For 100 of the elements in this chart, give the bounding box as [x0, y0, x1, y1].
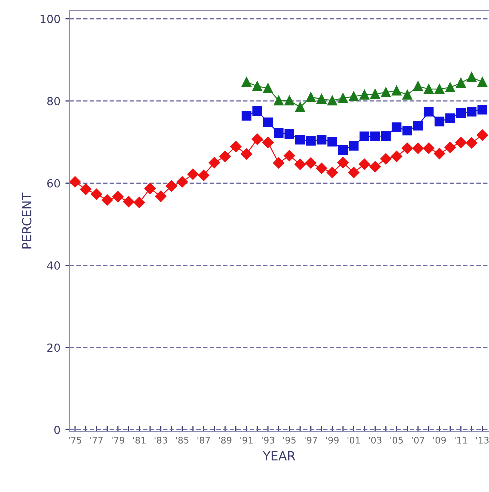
x-tick-label: '93 — [262, 436, 274, 444]
point — [209, 157, 220, 168]
point — [305, 158, 317, 169]
point — [434, 84, 445, 94]
point — [456, 137, 467, 148]
y-tick-label: 60 — [48, 179, 60, 188]
point — [360, 132, 370, 142]
point — [466, 72, 477, 82]
x-tick-label: '03 — [369, 436, 382, 444]
point — [252, 82, 262, 92]
point — [220, 151, 231, 162]
point — [274, 128, 284, 138]
point — [434, 116, 445, 127]
point — [91, 188, 102, 200]
point — [456, 108, 466, 118]
x-tick-label: '01 — [348, 436, 360, 444]
point — [123, 196, 134, 208]
point — [338, 145, 348, 155]
point — [296, 134, 306, 145]
x-tick-label: '77 — [90, 437, 103, 444]
point — [274, 96, 284, 106]
point — [402, 126, 412, 136]
point — [306, 136, 316, 146]
point — [359, 158, 370, 170]
x-tick-label: '79 — [112, 436, 125, 444]
point — [198, 170, 210, 182]
point — [466, 107, 477, 117]
point — [284, 96, 295, 106]
point — [391, 151, 402, 162]
x-tick-label: '09 — [434, 436, 446, 444]
point — [456, 78, 466, 88]
point — [466, 138, 478, 149]
point — [112, 191, 124, 203]
point — [328, 96, 338, 106]
point — [230, 141, 242, 152]
point — [306, 92, 316, 102]
point — [263, 84, 274, 94]
point — [338, 93, 348, 104]
point — [349, 92, 359, 102]
point — [444, 142, 456, 154]
point — [348, 167, 360, 178]
point — [478, 104, 488, 115]
point — [413, 82, 424, 92]
x-tick-label: '11 — [455, 437, 468, 444]
x-tick-label: '07 — [412, 436, 424, 444]
point — [424, 84, 434, 94]
point — [155, 190, 167, 202]
point — [412, 142, 424, 154]
point — [413, 121, 424, 131]
x-tick-label: '85 — [176, 436, 189, 444]
point — [392, 122, 402, 132]
point — [242, 77, 252, 88]
point — [446, 114, 456, 124]
point — [402, 142, 414, 154]
y-tick-label: 80 — [48, 97, 60, 106]
point — [381, 88, 391, 98]
point — [134, 197, 146, 208]
point — [423, 142, 435, 154]
point — [349, 141, 359, 151]
point — [294, 158, 306, 170]
x-tick-label: '83 — [154, 436, 168, 444]
point — [328, 137, 338, 147]
point — [402, 90, 412, 100]
point — [102, 194, 114, 206]
point — [252, 106, 262, 116]
y-tick-label: 20 — [48, 344, 60, 352]
point — [446, 82, 456, 93]
x-tick-label: '75 — [69, 437, 82, 444]
x-tick-label: '81 — [133, 436, 146, 444]
point — [284, 129, 295, 139]
point — [273, 158, 285, 169]
x-axis-title: YEAR — [263, 452, 296, 461]
x-tick-label: '05 — [390, 436, 404, 444]
point — [80, 184, 92, 196]
point — [478, 77, 488, 88]
point — [380, 154, 392, 165]
y-tick-label: 100 — [40, 15, 60, 24]
x-tick-label: '97 — [304, 436, 318, 444]
y-tick-label: 0 — [54, 426, 60, 434]
y-tick-label: 40 — [47, 262, 60, 270]
point — [241, 148, 252, 160]
y-axis-title: PERCENT — [22, 192, 32, 249]
x-tick-label: '99 — [326, 436, 339, 444]
point — [424, 107, 434, 117]
x-tick-label: '87 — [198, 436, 210, 444]
x-tick-label: '13 — [476, 436, 489, 444]
x-tick-label: '95 — [284, 436, 296, 444]
point — [296, 102, 306, 112]
x-tick-label: '91 — [240, 436, 253, 444]
point — [262, 137, 274, 148]
point — [360, 90, 370, 100]
x-tick-label: '89 — [219, 436, 232, 444]
point — [316, 134, 327, 145]
point — [370, 89, 380, 100]
point — [326, 167, 338, 178]
point — [188, 168, 199, 180]
point — [144, 183, 156, 194]
point — [263, 118, 274, 128]
point — [370, 161, 381, 173]
point — [70, 176, 81, 188]
